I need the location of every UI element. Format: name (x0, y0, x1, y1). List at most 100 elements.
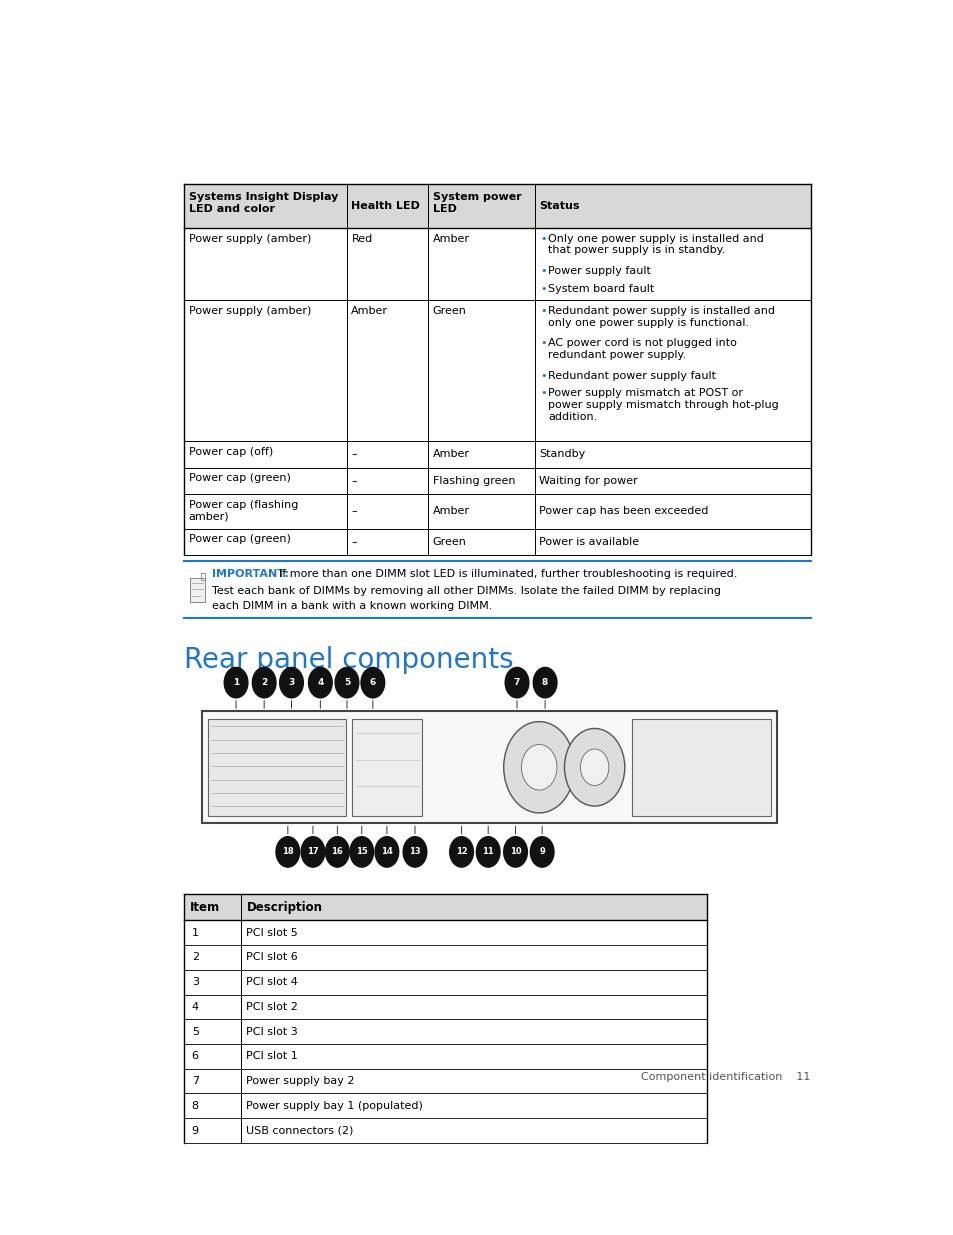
Text: 12: 12 (456, 847, 467, 856)
Text: 11: 11 (482, 847, 494, 856)
Circle shape (505, 667, 528, 698)
Text: 2: 2 (192, 952, 198, 962)
Text: 4: 4 (192, 1002, 198, 1011)
Text: 1: 1 (233, 678, 239, 687)
Bar (632, 719, 771, 816)
Text: Power supply bay 1 (populated): Power supply bay 1 (populated) (246, 1100, 423, 1110)
Circle shape (279, 667, 303, 698)
Text: 9: 9 (538, 847, 544, 856)
Circle shape (335, 667, 358, 698)
Circle shape (375, 836, 398, 867)
Text: Amber: Amber (433, 450, 469, 459)
Text: Power supply (amber): Power supply (amber) (189, 233, 311, 243)
Text: Standby: Standby (538, 450, 585, 459)
Circle shape (350, 836, 374, 867)
Bar (184, 894, 706, 920)
Circle shape (533, 667, 557, 698)
Text: Power supply (amber): Power supply (amber) (189, 306, 311, 316)
Text: Amber: Amber (351, 306, 388, 316)
Text: •: • (539, 338, 546, 348)
Text: 3: 3 (192, 977, 198, 987)
Text: 5: 5 (192, 1026, 198, 1036)
Text: –: – (351, 537, 356, 547)
Text: AC power cord is not plugged into
redundant power supply.: AC power cord is not plugged into redund… (547, 338, 736, 359)
Text: •: • (539, 306, 546, 316)
Bar (184, 184, 810, 228)
Text: 18: 18 (282, 847, 294, 856)
Text: PCI slot 2: PCI slot 2 (246, 1002, 298, 1011)
Text: 8: 8 (192, 1100, 198, 1110)
Text: •: • (539, 370, 546, 380)
Circle shape (564, 729, 624, 806)
Text: 3: 3 (288, 678, 294, 687)
Text: PCI slot 3: PCI slot 3 (246, 1026, 298, 1036)
Text: each DIMM in a bank with a known working DIMM.: each DIMM in a bank with a known working… (213, 601, 493, 611)
Text: Red: Red (351, 233, 373, 243)
Circle shape (301, 836, 324, 867)
Text: 15: 15 (355, 847, 367, 856)
Circle shape (476, 836, 499, 867)
Text: PCI slot 5: PCI slot 5 (246, 927, 298, 937)
Text: •: • (539, 388, 546, 399)
Text: Systems Insight Display
LED and color: Systems Insight Display LED and color (189, 191, 337, 214)
Text: Flashing green: Flashing green (433, 475, 515, 487)
Text: 16: 16 (331, 847, 343, 856)
Text: Green: Green (433, 306, 466, 316)
Circle shape (449, 836, 473, 867)
Text: 7: 7 (514, 678, 519, 687)
Text: Power is available: Power is available (538, 537, 639, 547)
Text: Description: Description (246, 900, 322, 914)
Text: Power cap (off): Power cap (off) (189, 447, 273, 457)
Text: Test each bank of DIMMs by removing all other DIMMs. Isolate the failed DIMM by : Test each bank of DIMMs by removing all … (213, 585, 720, 595)
Text: Green: Green (433, 537, 466, 547)
Circle shape (579, 748, 608, 785)
Circle shape (403, 836, 426, 867)
Bar (208, 719, 346, 816)
Text: System power
LED: System power LED (433, 191, 521, 214)
Text: 10: 10 (509, 847, 520, 856)
Circle shape (325, 836, 349, 867)
Text: Component identification    11: Component identification 11 (640, 1072, 810, 1082)
Circle shape (503, 721, 574, 813)
Text: •: • (539, 233, 546, 243)
Text: PCI slot 6: PCI slot 6 (246, 952, 298, 962)
Text: Power supply fault: Power supply fault (547, 266, 650, 277)
Text: Power cap has been exceeded: Power cap has been exceeded (538, 506, 708, 516)
Text: Item: Item (190, 900, 219, 914)
Text: Redundant power supply fault: Redundant power supply fault (547, 370, 716, 380)
Text: Power cap (flashing
amber): Power cap (flashing amber) (189, 500, 297, 521)
Bar (352, 719, 422, 816)
Text: –: – (351, 475, 356, 487)
Text: If more than one DIMM slot LED is illuminated, further troubleshooting is requir: If more than one DIMM slot LED is illumi… (272, 568, 736, 578)
Text: –: – (351, 506, 356, 516)
Text: 8: 8 (541, 678, 548, 687)
Text: PCI slot 4: PCI slot 4 (246, 977, 298, 987)
Text: Only one power supply is installed and
that power supply is in standby.: Only one power supply is installed and t… (547, 233, 763, 256)
Circle shape (521, 745, 557, 790)
Text: 5: 5 (343, 678, 350, 687)
Text: 6: 6 (370, 678, 375, 687)
Circle shape (275, 836, 299, 867)
Text: 17: 17 (307, 847, 318, 856)
Text: Power cap (green): Power cap (green) (189, 535, 291, 545)
Text: 1: 1 (192, 927, 198, 937)
Text: Rear panel components: Rear panel components (184, 646, 514, 674)
Text: PCI slot 1: PCI slot 1 (246, 1051, 298, 1061)
Text: IMPORTANT:: IMPORTANT: (213, 568, 289, 578)
Text: Power cap (green): Power cap (green) (189, 473, 291, 483)
Text: System board fault: System board fault (547, 284, 654, 294)
Text: Amber: Amber (433, 233, 469, 243)
Text: Status: Status (538, 201, 579, 211)
Text: •: • (539, 284, 546, 294)
Circle shape (360, 667, 384, 698)
Circle shape (308, 667, 332, 698)
Text: •: • (539, 266, 546, 277)
Text: –: – (351, 450, 356, 459)
Circle shape (224, 667, 248, 698)
Text: Health LED: Health LED (351, 201, 420, 211)
Bar (202, 711, 777, 824)
Circle shape (503, 836, 527, 867)
Circle shape (530, 836, 554, 867)
Text: 7: 7 (192, 1076, 198, 1086)
Text: 2: 2 (261, 678, 267, 687)
